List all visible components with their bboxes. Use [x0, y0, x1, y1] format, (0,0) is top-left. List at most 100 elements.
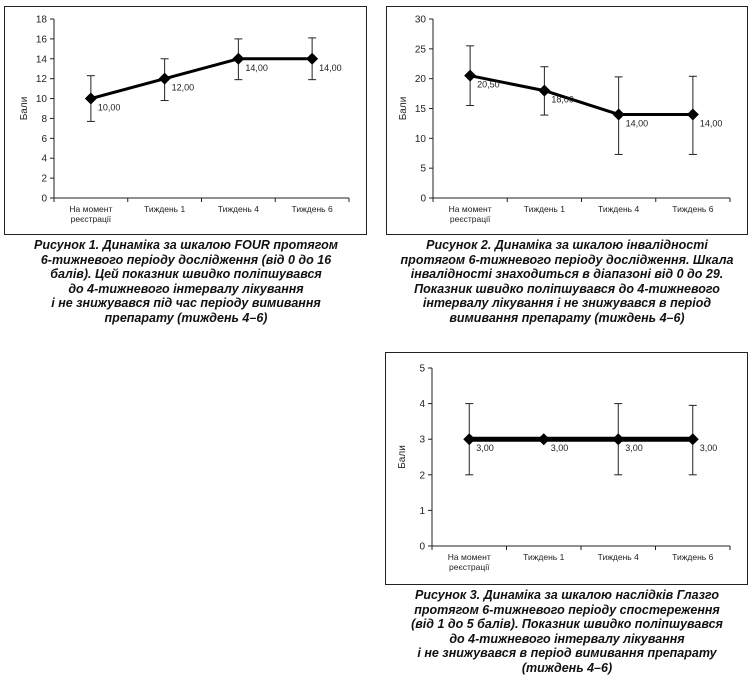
caption-1: Рисунок 1. Динаміка за шкалою FOUR протя… [6, 238, 366, 325]
x-tick-label: Тиждень 4 [598, 204, 639, 214]
data-point-marker [84, 92, 97, 105]
caption-3-line: і не знижувався в період вимивання препа… [417, 646, 717, 660]
series-line [469, 74, 693, 116]
y-tick-label: 16 [36, 34, 48, 45]
data-label: 3,00 [551, 443, 569, 453]
data-label: 12,00 [172, 83, 195, 93]
caption-1-line: балів). Цей показник швидко поліпшувався [50, 267, 322, 281]
series-line [90, 57, 313, 101]
y-tick-label: 1 [419, 506, 425, 517]
x-tick-label: Тиждень 4 [598, 552, 639, 562]
y-tick-label: 15 [415, 104, 427, 115]
y-tick-label: 5 [420, 164, 426, 175]
y-tick-label: 6 [41, 134, 47, 145]
y-tick-label: 2 [41, 174, 47, 185]
data-point-marker [612, 433, 625, 446]
data-label: 3,00 [476, 443, 494, 453]
x-tick-label-line: реєстрації [449, 562, 490, 572]
caption-2-line: Рисунок 2. Динаміка за шкалою інваліднос… [426, 238, 708, 252]
x-tick-label: На момент реєстрації [69, 204, 112, 224]
caption-3-line: Рисунок 3. Динаміка за шкалою наслідків … [415, 588, 719, 602]
y-tick-label: 8 [41, 114, 47, 125]
caption-2-line: інвалідності знаходиться в діапазоні від… [410, 267, 724, 281]
y-tick-label: 14 [36, 54, 48, 65]
data-point-marker [463, 433, 476, 446]
y-tick-label: 3 [419, 435, 425, 446]
caption-2-line: протягом 6-тижневого періоду дослідження… [400, 252, 734, 267]
x-tick-label: На момент реєстрації [449, 204, 492, 224]
data-label: 20,50 [477, 80, 500, 90]
x-tick-label: На момент реєстрації [448, 552, 491, 572]
x-tick-label: Тиждень 6 [292, 204, 333, 214]
y-tick-label: 10 [415, 134, 427, 145]
data-point-marker [232, 52, 245, 65]
data-label: 14,00 [700, 118, 723, 128]
y-tick-label: 30 [415, 15, 427, 26]
x-tick-label-line: Тиждень 4 [598, 552, 639, 562]
data-point-marker [686, 433, 699, 446]
data-label: 3,00 [700, 443, 718, 453]
caption-2-line: Показник швидко поліпшувався до 4-тижнев… [414, 281, 720, 296]
caption-1-line: і не знижувався під час періоду вимиванн… [51, 296, 321, 310]
x-tick-label-line: На момент [448, 552, 491, 562]
data-label: 18,00 [551, 95, 574, 105]
caption-1-line: до 4-тижневого інтервалу лікування [68, 281, 304, 296]
y-axis-title: Бали [398, 97, 409, 121]
chart-3-svg: 0 1 2 3 4 5 На момент реєстрації Тиждень 1 Тижден… [397, 364, 731, 572]
y-tick-label: 5 [419, 364, 425, 375]
data-label: 14,00 [319, 63, 342, 73]
data-point-marker [537, 433, 550, 446]
data-point-marker [464, 69, 477, 82]
y-tick-label: 4 [41, 154, 47, 165]
caption-1-line: 6-тижневого періоду дослідження (від 0 д… [40, 252, 332, 267]
x-tick-label: Тиждень 1 [523, 552, 564, 562]
x-tick-label-line: реєстрації [71, 214, 112, 224]
caption-3-line: (від 1 до 5 балів). Показник швидко полі… [411, 617, 723, 631]
x-tick-label-line: Тиждень 1 [524, 204, 565, 214]
x-tick-label-line: Тиждень 1 [144, 204, 185, 214]
caption-2: Рисунок 2. Динаміка за шкалою інваліднос… [384, 238, 750, 325]
x-tick-label-line: Тиждень 4 [598, 204, 639, 214]
y-tick-label: 0 [419, 542, 425, 553]
chart-panel-2: 0 5 10 15 20 25 30 На момент реєстрації Тиждень 1… [386, 6, 748, 235]
x-tick-label-line: Тиждень 1 [523, 552, 564, 562]
data-point-marker [158, 72, 171, 85]
data-label: 3,00 [625, 443, 643, 453]
caption-2-line: інтервалу лікування і не знижувався в пе… [422, 296, 712, 310]
y-tick-label: 4 [419, 399, 425, 410]
data-label: 14,00 [626, 118, 649, 128]
caption-3-line: протягом 6-тижневого періоду спостережен… [414, 602, 720, 617]
chart-2-svg: 0 5 10 15 20 25 30 На момент реєстрації Тиждень 1… [398, 15, 731, 224]
x-tick-label: Тиждень 6 [672, 204, 713, 214]
x-tick-label-line: реєстрації [450, 214, 491, 224]
y-axis-title: Бали [397, 445, 408, 469]
y-axis-title: Бали [19, 97, 30, 121]
chart-panel-3: 0 1 2 3 4 5 На момент реєстрації Тиждень 1 Тижден… [385, 352, 748, 585]
chart-panel-1: 0 2 4 6 8 10 12 14 16 18 На момент реєстрації Тижден… [4, 6, 367, 235]
caption-1-line: Рисунок 1. Динаміка за шкалою FOUR протя… [34, 238, 338, 252]
x-tick-label-line: Тиждень 6 [292, 204, 333, 214]
data-point-marker [612, 108, 625, 121]
x-tick-label: Тиждень 6 [672, 552, 713, 562]
caption-2-line: вимивання препарату (тиждень 4–6) [449, 310, 685, 325]
x-tick-label-line: Тиждень 6 [672, 552, 713, 562]
caption-3-line: до 4-тижневого інтервалу лікування [449, 631, 685, 646]
y-tick-label: 0 [41, 194, 47, 205]
x-tick-label-line: Тиждень 4 [218, 204, 259, 214]
y-tick-label: 12 [36, 74, 48, 85]
chart-1-svg: 0 2 4 6 8 10 12 14 16 18 На момент реєстрації Тижден… [19, 15, 350, 224]
data-point-marker [538, 84, 551, 97]
x-tick-label: Тиждень 1 [524, 204, 565, 214]
y-tick-label: 20 [415, 74, 427, 85]
x-tick-label: Тиждень 4 [218, 204, 259, 214]
y-tick-label: 2 [419, 470, 425, 481]
y-tick-label: 18 [36, 15, 48, 26]
y-tick-label: 0 [420, 194, 426, 205]
y-tick-label: 10 [36, 94, 48, 105]
x-tick-label-line: На момент [449, 204, 492, 214]
y-tick-label: 25 [415, 44, 427, 55]
caption-3: Рисунок 3. Динаміка за шкалою наслідків … [384, 588, 750, 675]
caption-1-line: препарату (тиждень 4–6) [104, 310, 268, 325]
data-label: 10,00 [98, 103, 121, 113]
data-point-marker [306, 52, 319, 65]
